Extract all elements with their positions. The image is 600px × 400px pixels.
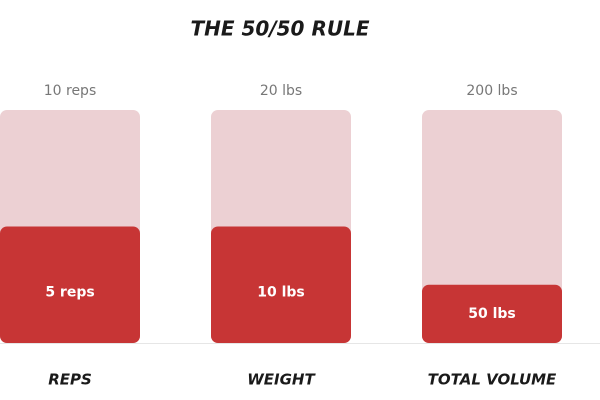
value-bar xyxy=(422,284,562,343)
category-label: WEIGHT xyxy=(247,371,316,389)
category-label: REPS xyxy=(48,371,92,389)
chart-title: THE 50/50 RULE xyxy=(191,17,370,41)
total-label: 20 lbs xyxy=(260,83,302,99)
total-label: 10 reps xyxy=(44,83,97,99)
value-bar xyxy=(211,226,351,343)
value-label: 10 lbs xyxy=(257,285,305,301)
value-label: 5 reps xyxy=(45,285,94,301)
category-label: TOTAL VOLUME xyxy=(428,371,557,389)
value-bar xyxy=(0,226,140,343)
total-label: 200 lbs xyxy=(466,83,517,99)
value-label: 50 lbs xyxy=(468,306,516,322)
